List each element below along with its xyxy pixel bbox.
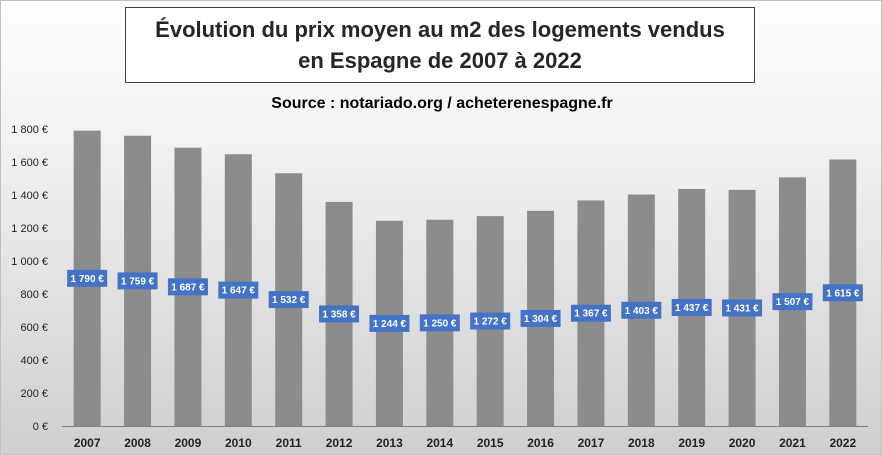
data-label: 1 244 €	[373, 319, 407, 330]
data-label-box	[419, 314, 460, 332]
data-label: 1 403 €	[625, 306, 659, 317]
data-label: 1 304 €	[524, 314, 558, 325]
y-tick-label: 400 €	[20, 355, 48, 367]
data-label-box	[772, 293, 813, 311]
x-tick-label: 2008	[124, 436, 151, 450]
y-tick-label: 200 €	[20, 388, 48, 400]
y-tick-label: 0 €	[33, 421, 48, 433]
data-label-box	[470, 312, 511, 330]
x-tick-label: 2018	[628, 436, 655, 450]
data-labels-group: 1 790 € 1 759 € 1 687 € 1 647 € 1 532 € 1 358…	[67, 269, 863, 332]
x-tick-label: 2022	[829, 436, 856, 450]
data-label: 1 759 €	[121, 276, 155, 287]
data-label: 1 250 €	[423, 318, 457, 329]
data-label: 1 532 €	[272, 295, 306, 306]
data-label: 1 687 €	[171, 282, 205, 293]
data-label: 1 615 €	[826, 288, 860, 299]
data-label: 1 431 €	[725, 303, 759, 314]
y-tick-label: 1 600 €	[11, 157, 48, 169]
x-tick-label: 2020	[729, 436, 756, 450]
data-label-box	[621, 301, 662, 319]
data-label-box	[520, 309, 561, 327]
y-tick-label: 1 800 €	[11, 124, 48, 136]
x-tick-label: 2015	[477, 436, 504, 450]
x-tick-label: 2021	[779, 436, 806, 450]
data-label-box	[822, 284, 863, 302]
data-label-box	[319, 305, 360, 323]
x-tick-label: 2019	[678, 436, 705, 450]
y-tick-label: 600 €	[20, 322, 48, 334]
data-label-box	[167, 278, 208, 296]
x-tick-label: 2009	[175, 436, 202, 450]
x-tick-label: 2014	[426, 436, 453, 450]
y-tick-label: 1 400 €	[11, 190, 48, 202]
data-label-box	[268, 291, 309, 309]
x-tick-label: 2016	[527, 436, 554, 450]
data-label-box	[369, 314, 410, 332]
data-label-box	[67, 269, 108, 287]
y-axis: 0 € 200 € 400 € 600 € 800 € 1 000 € 1 200 € 1 4…	[11, 124, 48, 433]
data-label: 1 507 €	[776, 297, 810, 308]
x-tick-label: 2012	[326, 436, 353, 450]
data-label: 1 358 €	[322, 309, 356, 320]
data-label: 1 437 €	[675, 303, 709, 314]
x-tick-label: 2011	[276, 436, 302, 450]
data-label: 1 790 €	[71, 274, 105, 285]
y-tick-label: 1 000 €	[11, 256, 48, 268]
chart-title-line-1: Évolution du prix moyen au m2 des logeme…	[155, 17, 725, 42]
y-tick-label: 1 200 €	[11, 223, 48, 235]
data-label-box	[218, 281, 259, 299]
x-tick-label: 2007	[74, 436, 101, 450]
data-label: 1 272 €	[474, 317, 508, 328]
y-tick-label: 800 €	[20, 289, 48, 301]
x-tick-label: 2017	[578, 436, 605, 450]
chart-subtitle: Source : notariado.org / acheterenespagn…	[271, 95, 613, 112]
data-label-box	[117, 272, 158, 290]
data-label: 1 647 €	[222, 286, 256, 297]
x-tick-label: 2013	[376, 436, 403, 450]
data-label: 1 367 €	[574, 309, 608, 320]
chart-title-box: Évolution du prix moyen au m2 des logeme…	[125, 7, 755, 83]
chart-title-line-2: en Espagne de 2007 à 2022	[298, 48, 582, 73]
data-label-box	[722, 299, 763, 317]
x-axis: 2007 2008 2009 2010 2011 2012 2013 2014 2015 2016…	[62, 426, 868, 450]
data-label-box	[671, 298, 712, 316]
data-label-box	[570, 304, 611, 322]
x-tick-label: 2010	[225, 436, 252, 450]
